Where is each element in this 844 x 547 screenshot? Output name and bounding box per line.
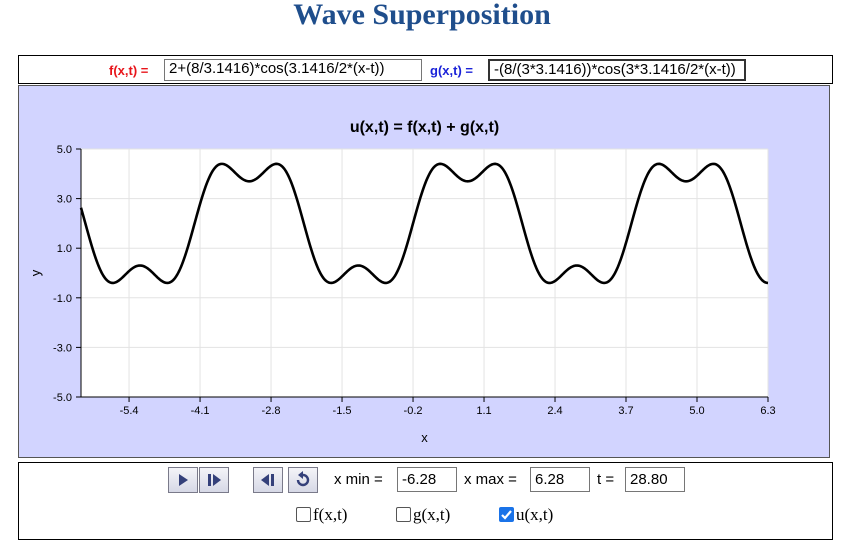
t-input[interactable] [625, 467, 685, 492]
page-title: Wave Superposition [293, 0, 551, 31]
u-checkbox[interactable] [499, 507, 514, 522]
y-tick-label: 1.0 [57, 243, 72, 255]
u-checkbox-label[interactable]: u(x,t) [516, 505, 554, 524]
step-back-button[interactable] [253, 467, 283, 493]
x-tick-label: -1.5 [333, 405, 352, 417]
g-checkbox[interactable] [396, 507, 411, 522]
wave-chart: -5.4 -4.1 -2.8 -1.5 -0.2 1.1 2.4 3.7 5.0 6.3 5.0 3.… [28, 119, 776, 445]
play-icon [179, 474, 188, 486]
x-tick-label: -0.2 [404, 405, 423, 417]
u-series-line [79, 162, 769, 285]
x-tick-label: 6.3 [760, 405, 775, 417]
xmax-input[interactable] [530, 467, 590, 492]
x-tick-label: 2.4 [547, 405, 562, 417]
xmax-label: x max = [464, 471, 517, 488]
step-forward-icon [208, 474, 221, 486]
y-tick-label: 3.0 [57, 194, 72, 206]
step-back-icon [261, 474, 274, 486]
y-tick-label: -3.0 [53, 342, 72, 354]
f-checkbox[interactable] [296, 507, 311, 522]
step-forward-button[interactable] [199, 467, 229, 493]
y-tick-label: 5.0 [57, 144, 72, 156]
x-tick-label: 1.1 [476, 405, 491, 417]
f-checkbox-label[interactable]: f(x,t) [313, 505, 348, 524]
control-panel: x min = x max = t = f(x,t) g(x,t) u(x,t) [18, 462, 833, 540]
formula-bar: f(x,t) = 2+(8/3.1416)*cos(3.1416/2*(x-t)… [18, 55, 833, 84]
y-tick-label: -1.0 [53, 293, 72, 305]
play-button[interactable] [168, 467, 198, 493]
x-tick-label: -2.8 [262, 405, 281, 417]
plot-panel: -5.4 -4.1 -2.8 -1.5 -0.2 1.1 2.4 3.7 5.0 6.3 5.0 3.… [18, 85, 830, 458]
x-axis-label: x [421, 430, 428, 445]
xmin-input[interactable] [397, 467, 457, 492]
x-tick-label: -4.1 [191, 405, 210, 417]
reset-button[interactable] [288, 467, 318, 493]
t-label: t = [597, 471, 615, 488]
x-tick-label: 5.0 [689, 405, 704, 417]
plot-area [81, 149, 768, 397]
f-label: f(x,t) = [109, 63, 149, 78]
chart-title: u(x,t) = f(x,t) + g(x,t) [350, 119, 499, 136]
y-tick-label: -5.0 [53, 392, 72, 404]
xmin-label: x min = [334, 471, 383, 488]
x-tick-label: 3.7 [618, 405, 633, 417]
x-tick-label: -5.4 [120, 405, 139, 417]
g-checkbox-label[interactable]: g(x,t) [413, 505, 451, 524]
f-formula-input[interactable]: 2+(8/3.1416)*cos(3.1416/2*(x-t)) [164, 59, 422, 81]
checkmark-icon [501, 510, 512, 520]
y-axis-label: y [28, 269, 43, 276]
g-formula-input[interactable]: -(8/(3*3.1416))*cos(3*3.1416/2*(x-t)) [488, 59, 746, 81]
reset-icon [296, 471, 310, 487]
g-label: g(x,t) = [430, 63, 473, 78]
